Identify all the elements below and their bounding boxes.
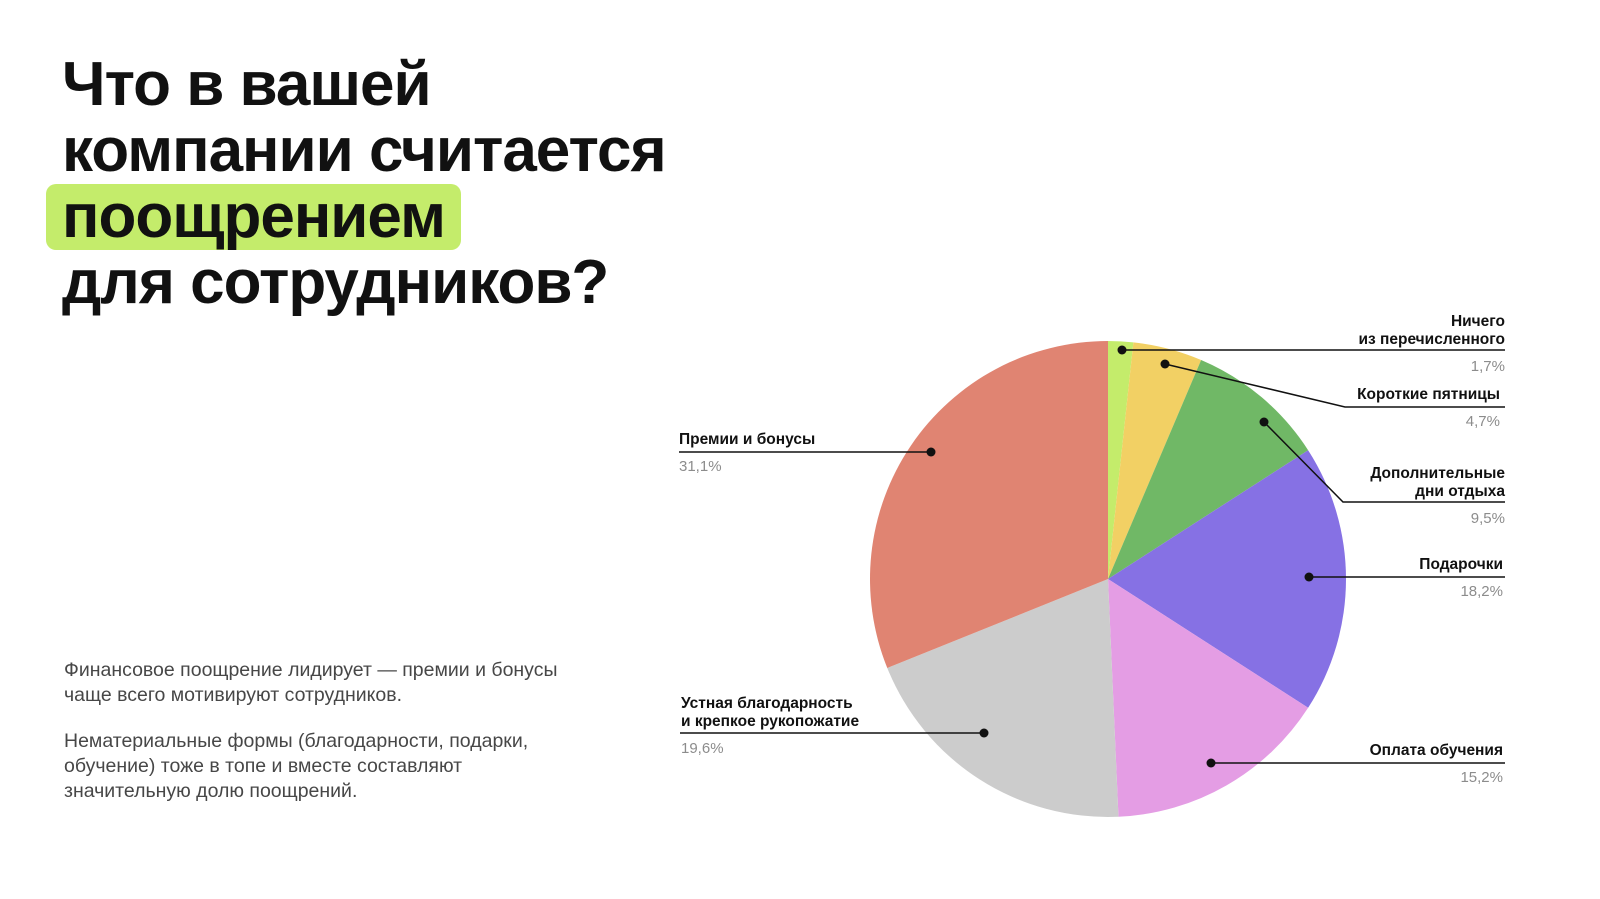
title-line-2: компании считается — [62, 116, 667, 185]
pie-slice — [1108, 579, 1309, 817]
leader-dot — [1304, 572, 1314, 582]
pie-slice — [1108, 450, 1346, 708]
slice-label-name: и крепкое рукопожатие — [681, 713, 859, 730]
slice-label-name: из перечисленного — [1358, 331, 1505, 348]
pie-slice — [1108, 341, 1134, 579]
slice-label-name: Подарочки — [1419, 556, 1503, 573]
slice-label-name: Короткие пятницы — [1357, 386, 1500, 403]
slice-label: Подарочки 18,2% — [1304, 556, 1505, 600]
pie-slice — [870, 341, 1108, 668]
slice-label: Оплата обучения 15,2% — [1206, 742, 1505, 786]
slice-label-name: дни отдыха — [1415, 483, 1505, 500]
leader-line — [1164, 363, 1505, 408]
slice-label-value: 9,5% — [1471, 510, 1505, 527]
title-highlight: поощрением — [46, 184, 461, 250]
slice-label-value: 15,2% — [1460, 769, 1503, 786]
pie-slice — [1108, 342, 1202, 579]
slice-label-name: Премии и бонусы — [679, 431, 815, 448]
leader-dot — [1117, 345, 1127, 355]
leader-line — [1263, 421, 1505, 503]
page-title: Что в вашей компании считается поощрение… — [46, 50, 667, 317]
leader-dot — [979, 728, 989, 738]
leader-dot — [1160, 359, 1170, 369]
pie-slice — [1108, 359, 1309, 579]
slice-label: Короткие пятницы 4,7% — [1160, 359, 1505, 430]
leader-dot — [1259, 417, 1269, 427]
description-paragraph-2: Нематериальные формы (благодарности, под… — [64, 730, 529, 802]
leader-dot — [926, 447, 936, 457]
slice-label-name: Дополнительные — [1370, 465, 1505, 482]
title-line-4: для сотрудников? — [62, 248, 609, 317]
slice-label-name: Оплата обучения — [1370, 742, 1503, 759]
slice-label-value: 18,2% — [1460, 583, 1503, 600]
slice-label-name: Устная благодарность — [681, 695, 853, 712]
pie-slices — [870, 341, 1346, 817]
slice-label-value: 4,7% — [1466, 413, 1500, 430]
description-paragraph-1: Финансовое поощрение лидирует — премии и… — [64, 659, 558, 706]
slice-label-value: 31,1% — [679, 458, 722, 475]
description: Финансовое поощрение лидирует — премии и… — [64, 658, 584, 825]
pie-slice — [887, 579, 1119, 817]
slice-label: Премии и бонусы 31,1% — [679, 431, 936, 475]
slice-label-name: Ничего — [1451, 313, 1505, 330]
slice-label-value: 19,6% — [681, 740, 724, 757]
slice-label-value: 1,7% — [1471, 358, 1505, 375]
title-line-1: Что в вашей — [62, 50, 432, 119]
leader-dot — [1206, 758, 1216, 768]
